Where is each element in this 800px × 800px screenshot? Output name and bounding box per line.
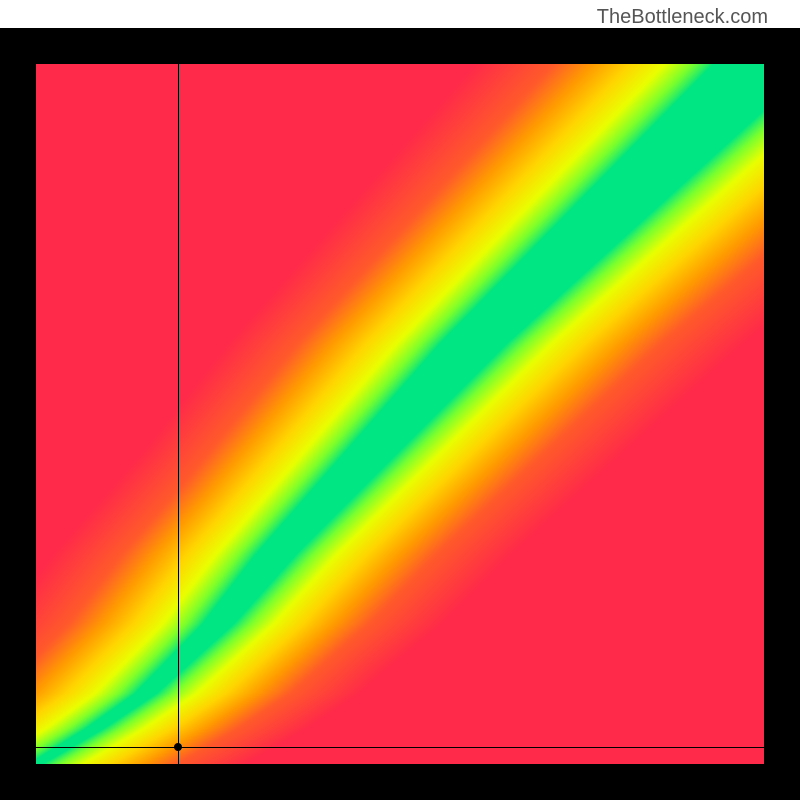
crosshair-horizontal — [36, 747, 764, 748]
crosshair-marker — [174, 743, 182, 751]
root: TheBottleneck.com — [0, 0, 800, 800]
heatmap-plot — [36, 64, 764, 764]
attribution-text: TheBottleneck.com — [597, 6, 768, 29]
crosshair-vertical — [178, 64, 179, 764]
chart-frame — [0, 28, 800, 800]
heatmap-canvas — [36, 64, 764, 764]
